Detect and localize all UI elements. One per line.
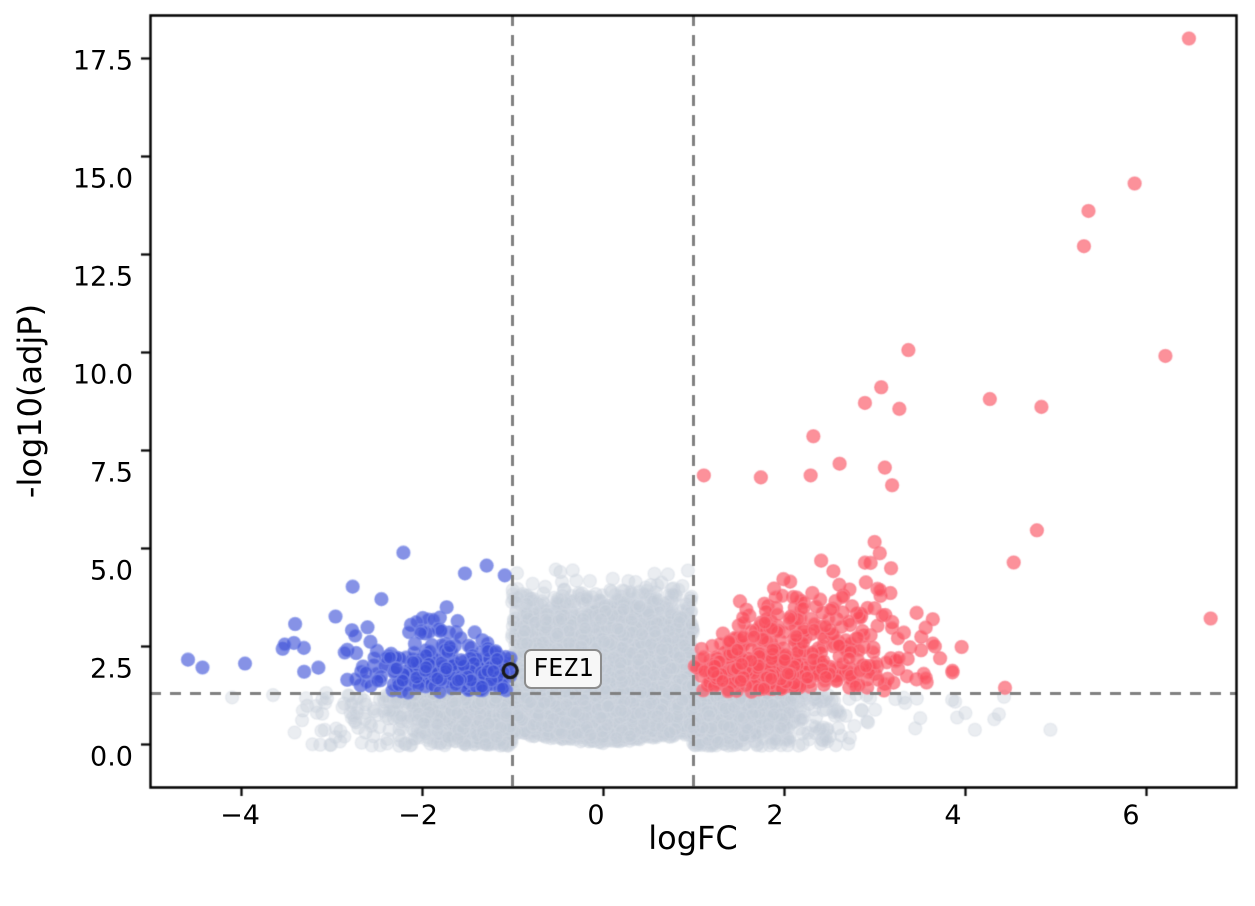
y-tick-label: 17.5: [72, 45, 133, 77]
x-tick-label: 6: [1122, 800, 1140, 831]
gene-annotation-label[interactable]: FEZ1: [524, 648, 603, 689]
x-tick-label: 0: [587, 800, 605, 831]
x-tick-label: −2: [398, 800, 438, 831]
y-tick-label: 15.0: [72, 163, 133, 195]
x-tick-label: −4: [220, 800, 260, 831]
x-tick-label: 2: [766, 800, 784, 831]
y-tick-label: 10.0: [72, 359, 133, 391]
y-tick-label: 5.0: [90, 555, 133, 587]
y-tick-label: 12.5: [72, 261, 133, 293]
y-tick-label: 2.5: [90, 653, 133, 685]
y-axis-title: -log10(adjP): [11, 303, 49, 499]
x-tick-label: 4: [944, 800, 962, 831]
x-axis-title: logFC: [648, 819, 738, 857]
y-tick-label: 7.5: [90, 457, 133, 489]
y-tick-label: 0.0: [90, 741, 133, 773]
